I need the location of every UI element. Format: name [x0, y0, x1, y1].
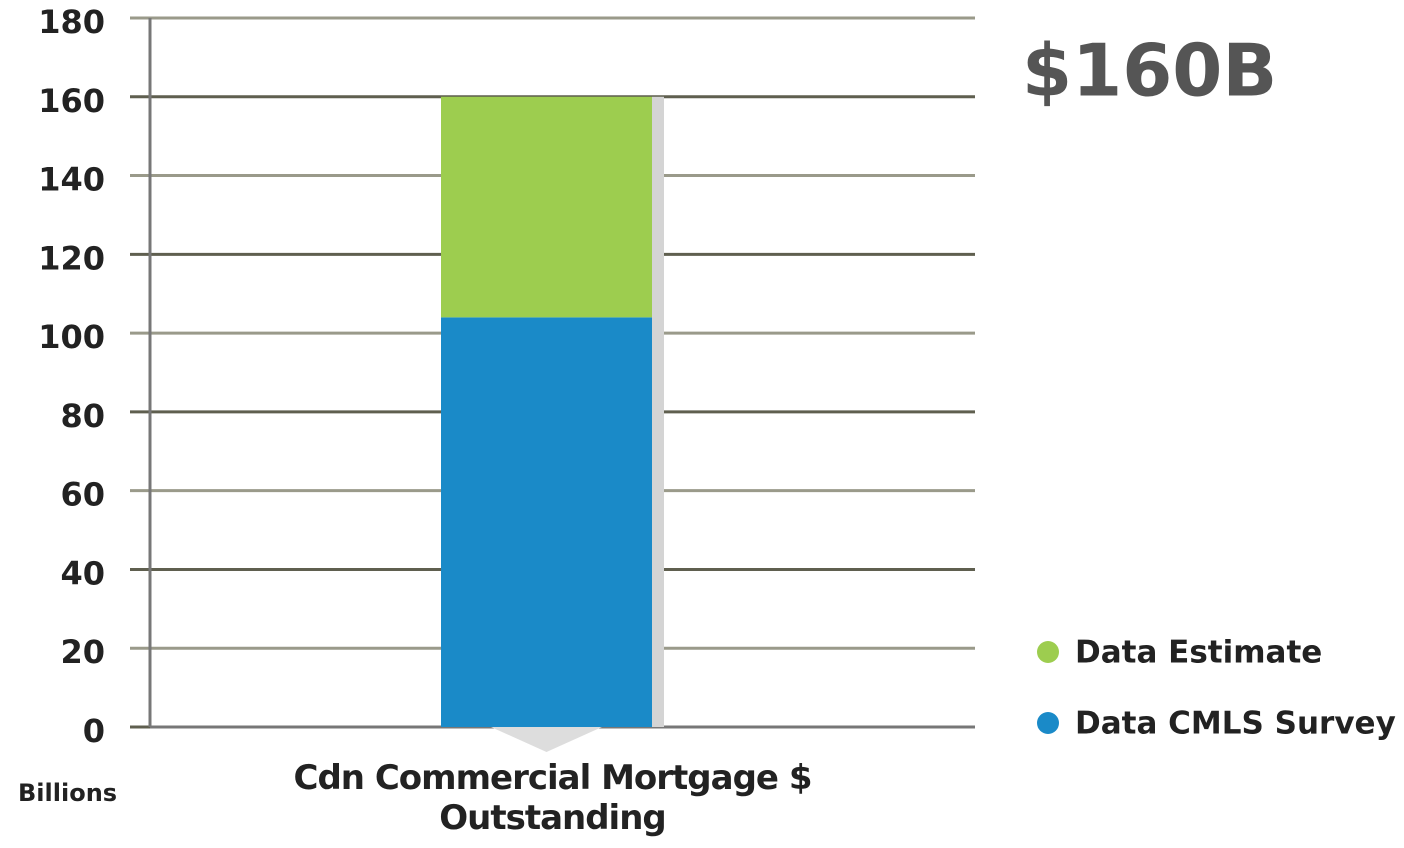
legend-marker [1037, 641, 1059, 663]
legend-marker [1037, 712, 1059, 734]
bar-shadow [652, 96, 664, 728]
y-tick-label: 100 [38, 318, 105, 356]
y-tick-label: 40 [60, 554, 105, 592]
y-tick-label: 160 [38, 82, 105, 120]
bar-segment [441, 317, 652, 727]
legend-label: Data CMLS Survey [1075, 706, 1396, 742]
y-tick-label: 180 [38, 3, 105, 41]
bar-shadow [491, 727, 602, 752]
y-tick-label: 20 [60, 633, 105, 671]
y-tick-label: 120 [38, 239, 105, 277]
y-tick-label: 140 [38, 161, 105, 199]
total-annotation: $160B [1022, 29, 1277, 113]
legend-label: Data Estimate [1075, 635, 1322, 671]
y-axis-label: Billions [18, 779, 117, 807]
y-tick-label: 60 [60, 476, 105, 514]
y-tick-label: 80 [60, 397, 105, 435]
x-tick-label: Cdn Commercial Mortgage $ Outstanding [293, 758, 813, 838]
bar-segment [441, 96, 652, 318]
y-tick-label: 0 [83, 712, 105, 750]
